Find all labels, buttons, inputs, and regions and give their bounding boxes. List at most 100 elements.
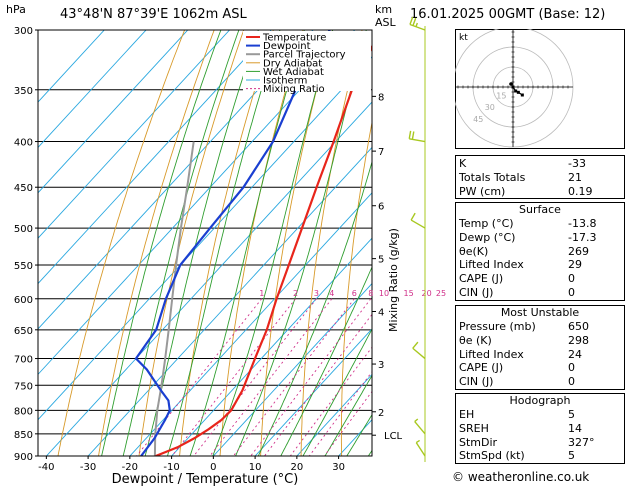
km-tick-label: 7	[378, 147, 384, 158]
wind-barb	[408, 130, 426, 143]
index-value: 21	[568, 170, 582, 184]
wind-barb	[410, 212, 426, 229]
mu-row: θe (K) 298	[456, 334, 624, 348]
dewpoint-line	[134, 30, 331, 456]
wet-adiabat-line	[257, 160, 372, 456]
datetime-title: 16.01.2025 00GMT (Base: 12)	[410, 7, 606, 22]
mu-row: Lifted Index 24	[456, 348, 624, 362]
wind-barb	[412, 341, 426, 360]
pressure-tick-label: 600	[14, 295, 33, 306]
mixing-ratio-line	[171, 298, 296, 456]
legend-entry: Mixing Ratio	[263, 84, 325, 95]
index-row: PW (cm) 0.19	[456, 185, 624, 199]
mixing-ratio-label: 2	[293, 289, 298, 298]
hodograph-point	[520, 93, 524, 97]
surface-value: -17.3	[568, 230, 597, 244]
hodo-row: SREH 14	[456, 422, 624, 436]
legend-entry: Isotherm	[263, 76, 307, 87]
temp-tick-label: 30	[332, 462, 345, 473]
mixing-ratio-label: 25	[436, 289, 446, 298]
pressure-tick-label: 500	[14, 224, 33, 235]
surface-row: Dewp (°C) -17.3	[456, 231, 624, 245]
index-row: Totals Totals 21	[456, 171, 624, 185]
hodograph-ring-label: 15	[496, 92, 506, 101]
mixing-ratio-label: 10	[379, 289, 389, 298]
pressure-tick-label: 450	[14, 183, 33, 194]
indices-panel: K -33 Totals Totals 21 PW (cm) 0.19	[455, 155, 625, 200]
surface-value: 0	[568, 285, 575, 299]
index-label: K	[459, 157, 467, 170]
mu-row: CIN (J) 0	[456, 375, 624, 389]
mixing-ratio-label: 8	[368, 289, 373, 298]
isotherm-line	[171, 237, 372, 456]
surface-value: 269	[568, 244, 589, 258]
mixing-ratio-label: 1	[259, 289, 264, 298]
pressure-tick-label: 400	[14, 138, 33, 149]
isotherm-line	[87, 146, 372, 456]
surface-row: Lifted Index 29	[456, 258, 624, 272]
wet-adiabat-line	[302, 328, 372, 456]
wet-adiabat-line	[235, 30, 367, 456]
surface-row: θe(K) 269	[456, 245, 624, 259]
km-unit-label: km	[375, 3, 393, 16]
pressure-tick-label: 850	[14, 430, 33, 441]
mu-row: Pressure (mb) 650	[456, 320, 624, 334]
temperature-line	[155, 44, 372, 456]
km-tick-label: 4	[378, 307, 384, 318]
temp-tick-label: -20	[122, 462, 138, 473]
isotherm-line	[296, 373, 372, 456]
isotherm-line	[129, 192, 372, 456]
wind-barb	[415, 439, 426, 457]
wet-adiabat-line	[189, 30, 305, 456]
surface-label: CIN (J)	[459, 285, 494, 299]
mu-label: Pressure (mb)	[459, 320, 536, 333]
wet-adiabat-line	[324, 374, 372, 456]
mixing-ratio-label: 6	[352, 289, 357, 298]
temp-tick-label: -10	[163, 462, 179, 473]
wind-barb	[409, 16, 426, 31]
temp-tick-label: 10	[249, 462, 262, 473]
km-tick-label: 5	[378, 255, 384, 266]
surface-label: Lifted Index	[459, 258, 524, 272]
hodograph-point	[514, 89, 518, 93]
isotherm-line	[38, 56, 372, 421]
mixing-ratio-line	[323, 390, 372, 456]
hodo-label: EH	[459, 408, 475, 421]
dry-adiabat-line	[179, 30, 274, 456]
index-label: Totals Totals	[459, 170, 526, 184]
isotherm-line	[38, 30, 105, 103]
mu-label: CIN (J)	[459, 375, 494, 389]
mixing-ratio-line	[232, 298, 355, 456]
mixing-ratio-line	[209, 298, 333, 456]
index-row: K -33	[456, 157, 624, 171]
pressure-tick-label: 650	[14, 326, 33, 337]
surface-value: 29	[568, 258, 582, 272]
hodograph-ring-label: 30	[485, 103, 495, 112]
mixing-ratio-label: 15	[404, 289, 414, 298]
hodograph-unit-label: kt	[459, 33, 468, 43]
dry-adiabat-line	[57, 30, 186, 456]
surface-title: Surface	[519, 203, 561, 216]
mixing-ratio-label: 3	[314, 289, 319, 298]
x-axis-label: Dewpoint / Temperature (°C)	[112, 472, 299, 486]
isotherm-line	[38, 30, 189, 194]
hodograph-point	[511, 85, 515, 89]
hodo-value: 327°	[568, 435, 595, 449]
km-tick-label: 3	[378, 360, 384, 371]
temp-tick-label: 20	[290, 462, 303, 473]
location-title: 43°48'N 87°39'E 1062m ASL	[60, 7, 247, 22]
asl-unit-label: ASL	[375, 16, 396, 29]
mu-value: 650	[568, 320, 589, 333]
pressure-tick-label: 900	[14, 452, 33, 463]
surface-value: 0	[568, 272, 575, 286]
pressure-tick-label: 800	[14, 406, 33, 417]
legend-entry: Temperature	[262, 33, 326, 44]
dry-adiabat-line	[260, 30, 333, 456]
pressure-tick-label: 750	[14, 381, 33, 392]
wet-adiabat-line	[167, 30, 281, 456]
surface-panel: Surface Temp (°C) -13.8 Dewp (°C) -17.3 θe(K…	[455, 202, 625, 301]
hodo-value: 14	[568, 421, 582, 435]
surface-value: -13.8	[568, 217, 597, 230]
